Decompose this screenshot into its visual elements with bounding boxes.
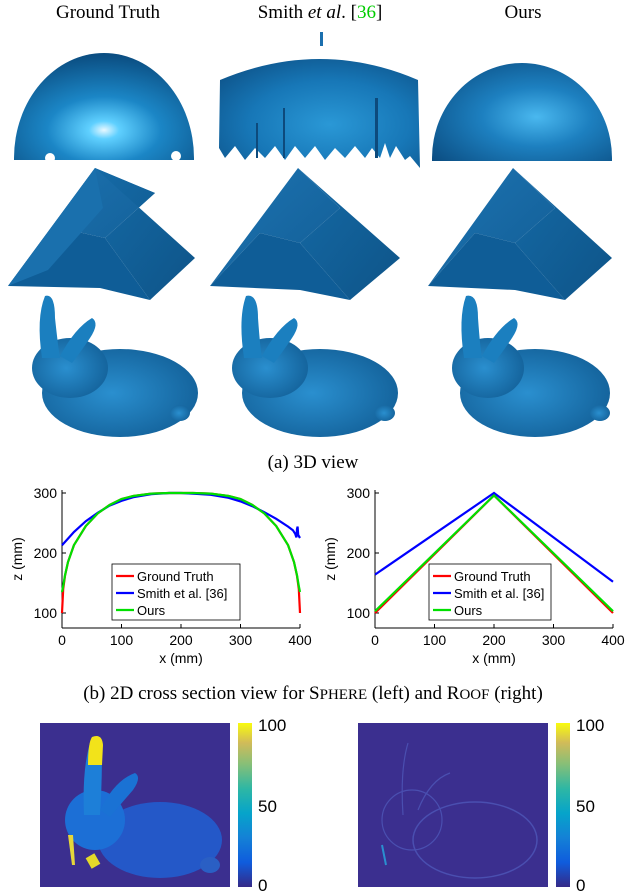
legend-label: Ours (454, 603, 483, 618)
x-tick-label: 200 (482, 632, 506, 648)
sphere-smith (219, 32, 420, 168)
y-tick-label: 200 (34, 545, 58, 561)
y-tick-label: 100 (34, 605, 58, 621)
colorbar-right-tick-max: 100 (576, 716, 605, 735)
bunny-smith (232, 295, 398, 437)
series-line-1 (374, 491, 614, 583)
heatmap-ours (358, 723, 548, 887)
colorbar-left-tick-min: 0 (258, 876, 268, 895)
column-title-ground-truth: Ground Truth (56, 2, 160, 23)
colorbar-left-tick-mid: 50 (258, 797, 277, 816)
sphere-ours (432, 63, 612, 161)
y-tick-label: 300 (347, 485, 371, 501)
legend-label: Ground Truth (454, 569, 531, 584)
colorbar-left (238, 723, 252, 887)
smith-dot: . (341, 2, 346, 23)
sphere-ground-truth (14, 53, 194, 163)
smith-name: Smith (257, 2, 304, 23)
3d-view-renders (8, 32, 612, 437)
colorbar-right-tick-min: 0 (576, 876, 586, 895)
caption-2d-cross-section: (b) 2D cross section view for SPHERE (le… (83, 683, 543, 704)
colorbar-right-tick-mid: 50 (576, 797, 595, 816)
bunny-ground-truth (32, 295, 198, 437)
x-tick-label: 100 (110, 632, 134, 648)
x-tick-label: 0 (58, 632, 66, 648)
colorbar-left-tick-max: 100 (258, 716, 287, 735)
smith-etal: et al (307, 2, 342, 23)
roof-smith (210, 168, 400, 300)
series-line-2 (60, 491, 302, 593)
x-tick-label: 400 (288, 632, 312, 648)
caption-3d-view: (a) 3D view (267, 452, 359, 473)
x-tick-label: 100 (423, 632, 447, 648)
ref-open-bracket: [ (350, 2, 357, 23)
y-tick-label: 300 (34, 485, 58, 501)
legend-label: Ours (137, 603, 166, 618)
x-tick-label: 400 (601, 632, 625, 648)
x-tick-label: 0 (371, 632, 379, 648)
citation-link[interactable]: 36 (356, 2, 376, 23)
y-tick-label: 200 (347, 545, 371, 561)
y-tick-label: 100 (347, 605, 371, 621)
heatmap-smith (40, 723, 230, 887)
roof-ours (428, 168, 612, 300)
legend-label: Smith et al. [36] (137, 586, 227, 601)
x-axis-label: x (mm) (472, 650, 516, 666)
x-axis-label: x (mm) (159, 650, 203, 666)
legend-label: Ground Truth (137, 569, 214, 584)
y-axis-label: z (mm) (9, 537, 25, 581)
x-tick-label: 200 (169, 632, 193, 648)
x-tick-label: 300 (542, 632, 566, 648)
y-axis-label: z (mm) (322, 537, 338, 581)
roof-ground-truth (8, 168, 195, 300)
ref-close-bracket: ] (375, 2, 383, 23)
series-line-2 (374, 493, 614, 612)
series-line-1 (61, 491, 301, 546)
legend-label: Smith et al. [36] (454, 586, 544, 601)
error-heatmaps (40, 723, 570, 887)
column-title-ours: Ours (504, 2, 542, 23)
column-title-smith: Smith et al. [36] (220, 2, 420, 24)
x-tick-label: 300 (229, 632, 253, 648)
colorbar-right (556, 723, 570, 887)
bunny-ours (452, 295, 610, 437)
